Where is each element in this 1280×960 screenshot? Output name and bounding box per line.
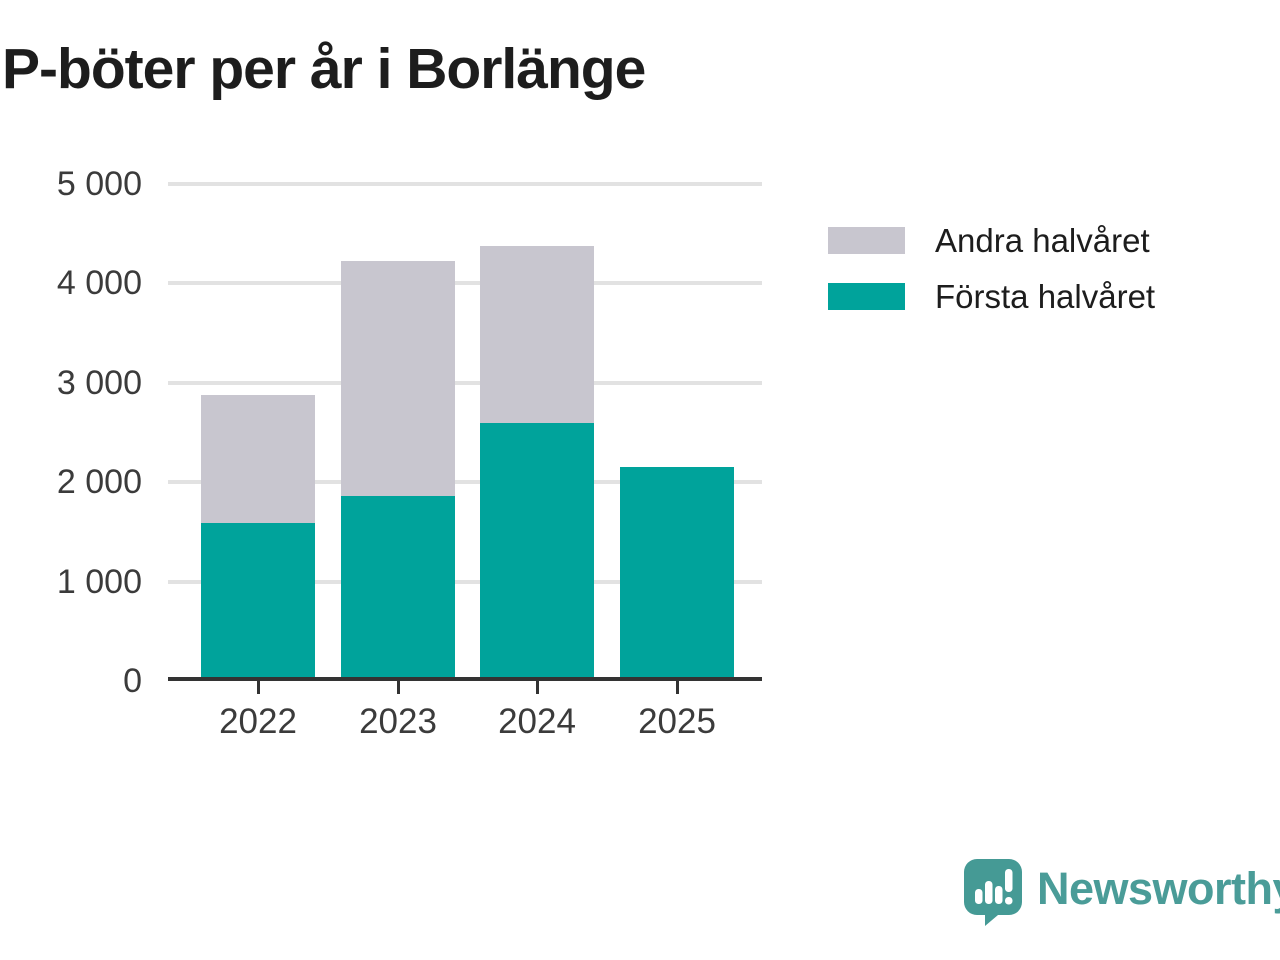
x-axis-tick-2023 — [396, 681, 400, 694]
gridline-2000 — [168, 480, 762, 485]
bar-2022-andra-halv-ret — [201, 394, 315, 523]
y-tick-label-2000: 2 000 — [56, 463, 142, 502]
legend-swatch — [828, 227, 905, 254]
x-tick-label-2022: 2022 — [219, 702, 297, 741]
x-axis-tick-2022 — [256, 681, 260, 694]
legend-label: Andra halvåret — [935, 222, 1150, 259]
x-axis-baseline — [168, 677, 762, 681]
y-tick-label-1000: 1 000 — [56, 562, 142, 601]
bar-2024-f-rsta-halv-ret — [480, 422, 594, 681]
bar-2024-andra-halv-ret — [480, 245, 594, 423]
gridline-5000 — [168, 182, 762, 186]
y-tick-label-3000: 3 000 — [56, 363, 142, 402]
bar-2022-f-rsta-halv-ret — [201, 522, 315, 681]
y-tick-label-5000: 5 000 — [56, 165, 142, 203]
x-axis-tick-2025 — [675, 681, 679, 694]
gridline-1000 — [168, 579, 762, 584]
legend-label: Första halvåret — [935, 278, 1156, 315]
y-tick-label-0: 0 — [123, 662, 142, 700]
y-tick-label-4000: 4 000 — [56, 264, 142, 303]
x-axis-tick-2024 — [535, 681, 539, 694]
legend-item-f-rsta-halv-ret: Första halvåret — [828, 278, 1156, 315]
gridline-3000 — [168, 380, 762, 385]
bar-2023-andra-halv-ret — [341, 260, 455, 497]
newsworthy-logo-text: Newsworthy — [1037, 863, 1280, 914]
x-tick-label-2023: 2023 — [359, 702, 437, 741]
branding: Newsworthy — [963, 858, 1280, 926]
bar-2025-f-rsta-halv-ret — [620, 467, 734, 681]
newsworthy-logo-icon — [964, 859, 1022, 926]
legend-item-andra-halv-ret: Andra halvåret — [828, 222, 1150, 259]
chart-title: P-böter per år i Borlänge — [2, 37, 646, 101]
gridline-4000 — [168, 281, 762, 286]
bar-2023-f-rsta-halv-ret — [341, 496, 455, 681]
x-tick-label-2025: 2025 — [638, 702, 716, 741]
x-tick-label-2024: 2024 — [498, 702, 576, 741]
legend-swatch — [828, 283, 905, 310]
